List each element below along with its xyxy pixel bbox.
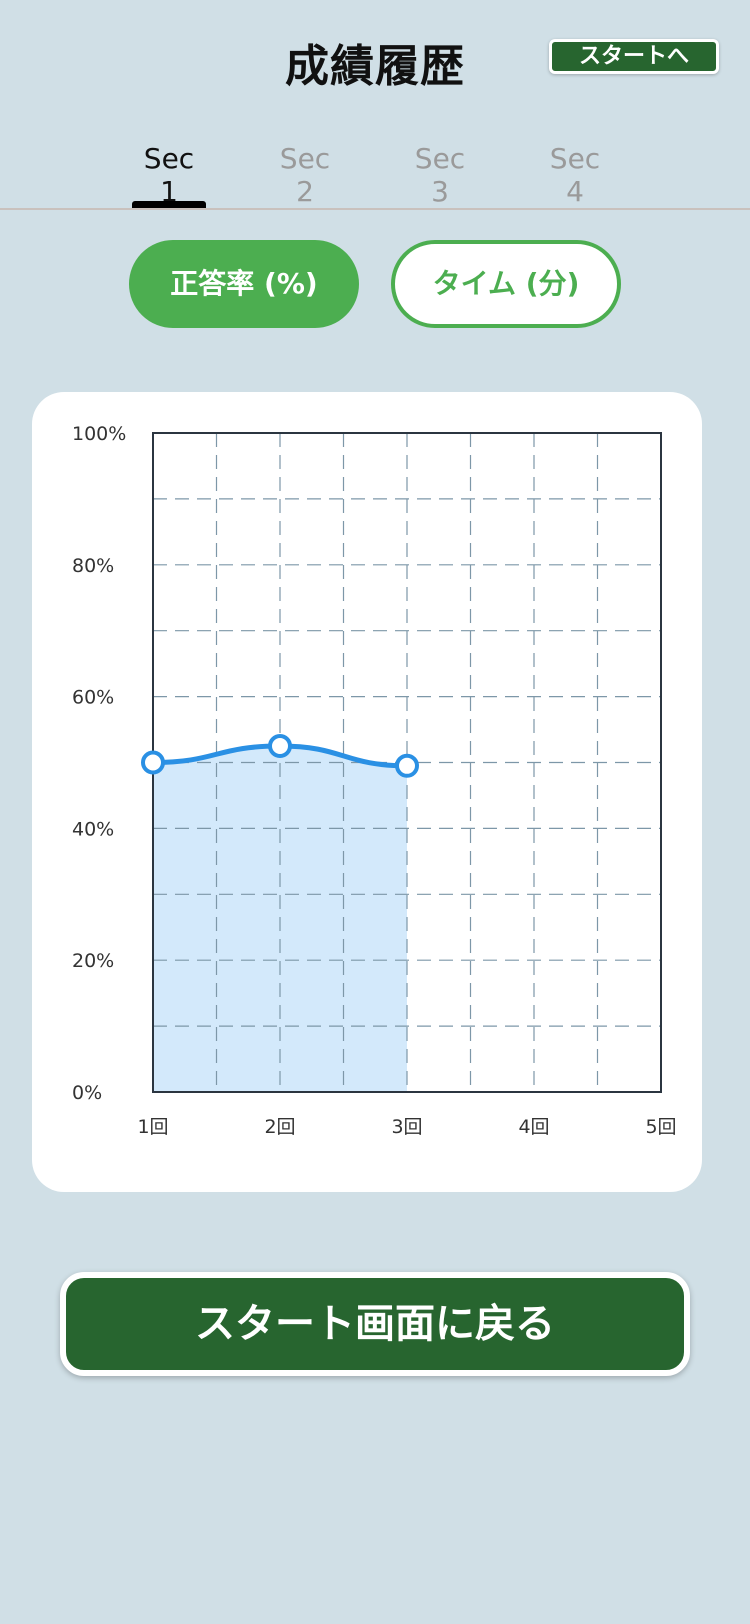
chart-card: 0% 20% 40% 60% 80% 100% 1回 2回 3回 4回 5回 [32,392,702,1192]
x-tick-label: 2回 [264,1116,295,1138]
x-tick-label: 5回 [645,1116,676,1138]
start-link-button[interactable]: スタートへ [549,39,719,74]
y-tick-label: 60% [72,687,114,709]
y-tick-label: 20% [72,950,114,972]
y-axis-labels: 0% 20% 40% 60% 80% 100% [72,423,126,1104]
time-toggle-button[interactable]: タイム (分) [391,240,621,328]
tab-label: Sec 3 [414,142,466,208]
tab-sec-3[interactable]: Sec 3 [402,142,478,208]
chart-gridlines [153,433,661,1092]
section-tabs: Sec 1 Sec 2 Sec 3 Sec 4 [0,130,750,210]
data-point [141,750,165,775]
x-tick-label: 3回 [391,1116,422,1138]
tab-label: Sec 1 [143,142,195,208]
y-tick-label: 80% [72,555,114,577]
x-axis-labels: 1回 2回 3回 4回 5回 [137,1116,676,1138]
y-tick-label: 0% [72,1082,102,1104]
back-to-start-button[interactable]: スタート画面に戻る [60,1272,690,1376]
page-title: 成績履歴 [285,41,465,92]
tab-sec-1[interactable]: Sec 1 [132,142,206,208]
tab-label: Sec 4 [549,142,601,208]
data-point [395,753,419,778]
active-tab-indicator [132,201,206,208]
tab-sec-2[interactable]: Sec 2 [268,142,342,208]
tab-sec-4[interactable]: Sec 4 [537,142,613,208]
accuracy-toggle-button[interactable]: 正答率 (%) [129,240,359,328]
y-tick-label: 100% [72,423,126,445]
data-point [268,734,292,759]
accuracy-chart: 0% 20% 40% 60% 80% 100% 1回 2回 3回 4回 5回 [72,423,677,1138]
header: 成績履歴 スタートへ [0,0,750,120]
x-tick-label: 4回 [518,1116,549,1138]
x-tick-label: 1回 [137,1116,168,1138]
series-points [141,734,419,778]
tab-label: Sec 2 [279,142,331,208]
y-tick-label: 40% [72,818,114,840]
